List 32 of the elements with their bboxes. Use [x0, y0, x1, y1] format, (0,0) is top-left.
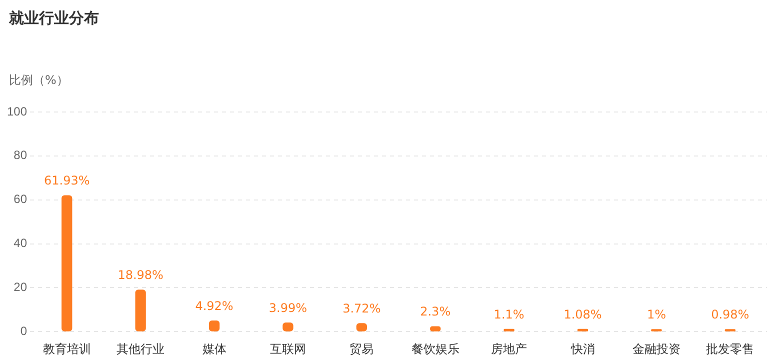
- data-label: 2.3%: [420, 304, 451, 319]
- x-tick-label: 教育培训: [42, 342, 91, 356]
- x-tick-label: 金融投资: [632, 342, 680, 356]
- bar: [577, 328, 588, 332]
- data-label: 18.98%: [118, 268, 164, 282]
- x-tick-label: 房地产: [491, 342, 528, 356]
- x-tick-label: 批发零售: [706, 342, 754, 356]
- y-tick-label: 80: [14, 148, 28, 162]
- x-tick-label: 互联网: [270, 342, 306, 356]
- x-tick-label: 贸易: [350, 342, 374, 356]
- bar: [135, 290, 146, 332]
- data-label: 4.92%: [195, 298, 234, 313]
- data-label: 0.98%: [711, 308, 750, 322]
- data-label: 1%: [646, 308, 666, 322]
- bar: [62, 195, 72, 332]
- data-label: 61.93%: [44, 174, 90, 188]
- y-tick-label: 100: [6, 104, 28, 118]
- data-label: 3.72%: [342, 302, 381, 316]
- data-label: 1.1%: [494, 307, 524, 322]
- chart-title: 就业行业分布: [9, 9, 99, 28]
- x-tick-label: 媒体: [202, 342, 226, 356]
- x-tick-label: 其他行业: [116, 342, 165, 356]
- y-axis-title: 比例（%）: [9, 72, 68, 89]
- x-tick-label: 快消: [570, 342, 595, 356]
- bar: [504, 328, 514, 332]
- data-label: 1.08%: [564, 307, 602, 322]
- y-tick-label: 40: [14, 236, 28, 250]
- y-tick-label: 20: [14, 280, 28, 294]
- data-label: 3.99%: [268, 300, 308, 315]
- y-tick-label: 60: [14, 192, 28, 206]
- y-tick-label: 0: [20, 324, 28, 338]
- x-tick-label: 餐饮娱乐: [411, 342, 460, 356]
